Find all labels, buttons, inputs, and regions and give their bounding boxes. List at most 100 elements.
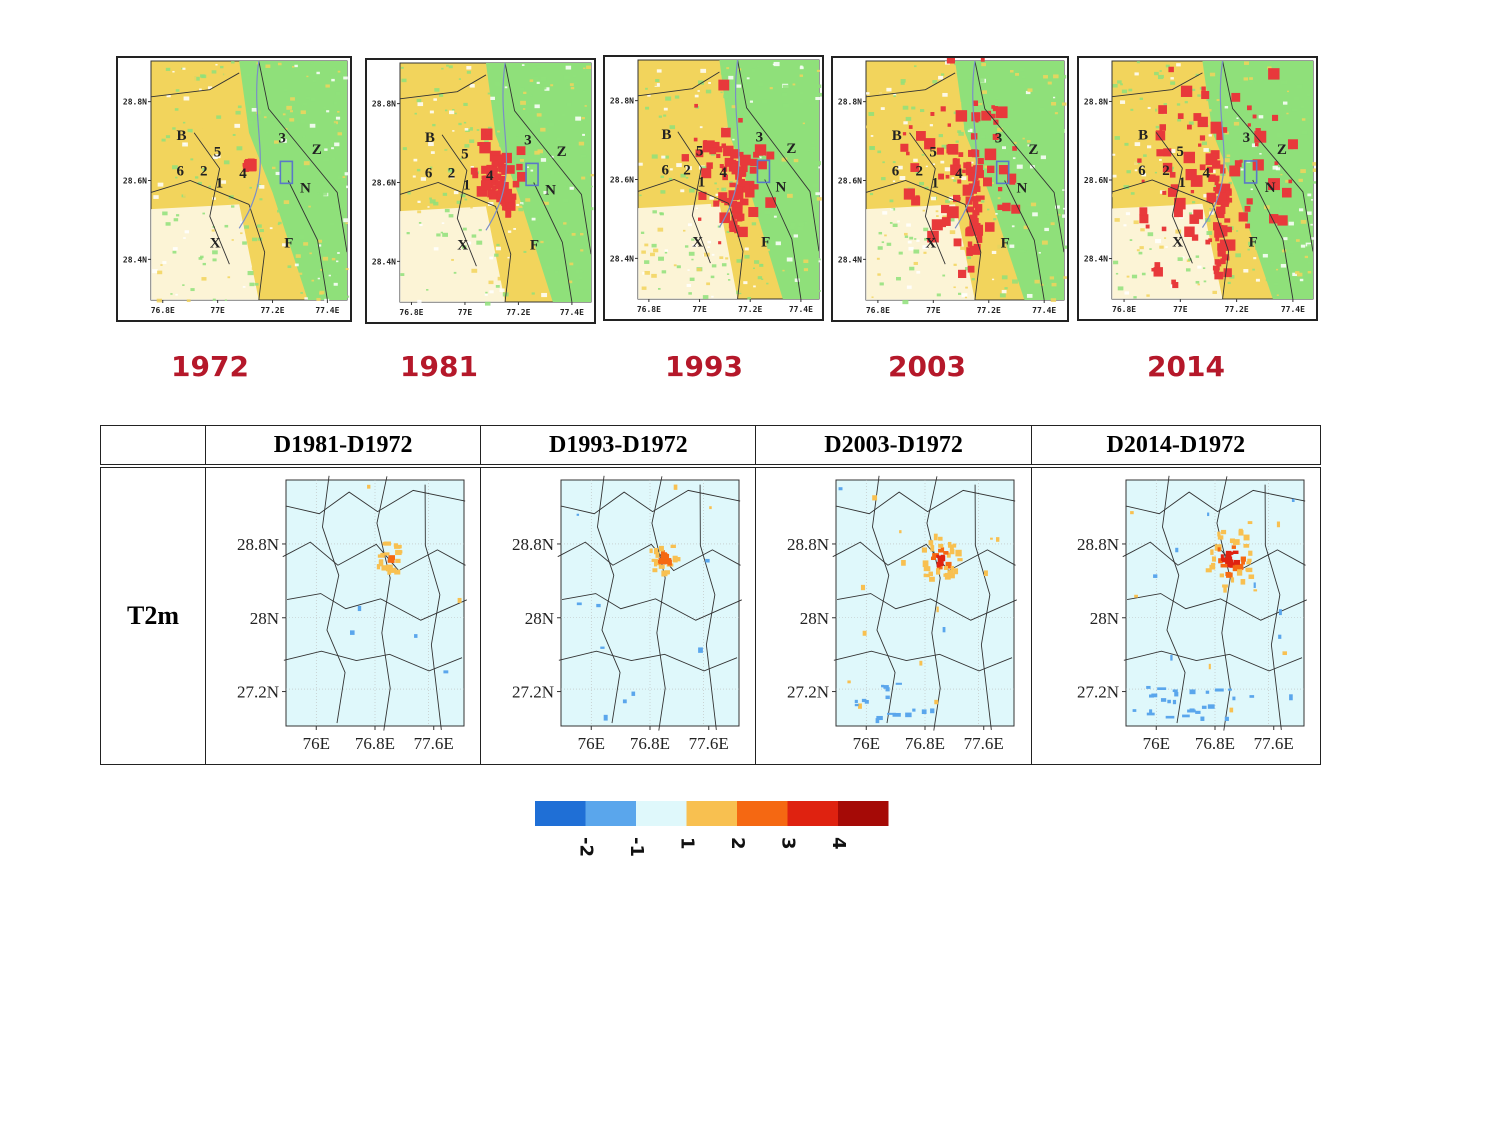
diff-map-cell: 28.8N 28N 27.2N 76E 76.8E 77.6E [1030, 465, 1322, 765]
barren-zone [1112, 203, 1223, 299]
x-tick-label: 77.6E [1253, 734, 1293, 753]
map-region-label: 1 [1178, 175, 1186, 191]
map-region-label: 4 [486, 168, 494, 184]
x-tick-label: 76.8E [399, 308, 423, 317]
y-tick-label: 28.6N [610, 176, 634, 185]
map-region-label: 3 [995, 130, 1003, 146]
colorbar-swatch [686, 801, 737, 826]
diff-map-cell: 28.8N 28N 27.2N 76E 76.8E 77.6E [755, 465, 1032, 765]
x-tick-label: 77.4E [1032, 306, 1056, 315]
y-tick-label: 27.2N [512, 683, 554, 702]
x-tick-label: 76E [303, 734, 330, 753]
x-tick-label: 77E [692, 305, 707, 314]
map-region-label: Z [1277, 142, 1287, 158]
map-region-label: N [1016, 180, 1027, 196]
x-tick-label: 77.6E [964, 734, 1004, 753]
colorbar-label: 1 [677, 837, 698, 850]
colorbar-swatch [838, 801, 889, 826]
y-tick-label: 28.4N [1084, 255, 1108, 264]
map-region-label: 6 [176, 164, 184, 180]
map-region-label: 4 [955, 166, 963, 182]
x-tick-label: 76E [1142, 734, 1169, 753]
x-tick-label: 77.2E [506, 308, 530, 317]
y-tick-label: 28.8N [1077, 535, 1119, 554]
map-region-label: 6 [1138, 163, 1146, 179]
y-tick-label: 28.6N [372, 179, 396, 188]
x-tick-label: 77.2E [1225, 305, 1249, 314]
year-label-2003: 2003 [888, 350, 966, 383]
map-region-label: N [1265, 180, 1276, 196]
map-region-label: Z [312, 142, 322, 158]
map-region-label: Z [557, 144, 567, 160]
year-label-1993: 1993 [665, 350, 743, 383]
map-region-label: 4 [239, 166, 247, 182]
study-box [1243, 160, 1258, 184]
map-region-label: F [284, 235, 293, 251]
map-region-label: F [530, 237, 539, 253]
landuse-map-1993: B 3 Z 5 6 2 4 1 N X F 28.8N 28.6N 28.4N 76.8E 77E 77.2E 7… [603, 55, 824, 321]
colorbar-label: -2 [576, 837, 597, 857]
y-tick-label: 27.2N [1077, 683, 1119, 702]
y-tick-label: 28.8N [237, 535, 279, 554]
x-tick-label: 77.6E [689, 734, 729, 753]
x-tick-label: 77E [210, 306, 225, 315]
barren-zone [151, 204, 259, 300]
x-tick-label: 77.2E [977, 306, 1001, 315]
x-tick-label: 77.4E [315, 306, 339, 315]
y-tick-label: 28.4N [123, 255, 147, 264]
map-region-label: X [925, 235, 936, 251]
map-region-label: 3 [524, 132, 532, 148]
map-region-label: 5 [214, 145, 222, 161]
y-tick-label: 28.6N [1084, 176, 1108, 185]
t2m-difference-table: D1981-D1972 D1993-D1972 D2003-D1972 D201… [100, 425, 1322, 765]
year-label-2014: 2014 [1147, 350, 1225, 383]
colorbar-label: 3 [778, 837, 799, 850]
map-region-label: 2 [200, 164, 208, 180]
map-region-label: B [662, 127, 672, 143]
x-tick-label: 76.8E [1195, 734, 1235, 753]
x-tick-label: 77.6E [414, 734, 454, 753]
y-tick-label: 27.2N [237, 683, 279, 702]
river [238, 60, 261, 229]
map-region-label: 5 [696, 144, 704, 160]
x-tick-label: 76.8E [905, 734, 945, 753]
diff-map-cell: 28.8N 28N 27.2N 76E 76.8E 77.6E [480, 465, 757, 765]
map-region-label: B [1138, 128, 1148, 144]
map-region-label: F [761, 234, 770, 250]
study-box [525, 162, 539, 187]
colorbar-swatch [787, 801, 838, 826]
landuse-map-1972: B 3 Z 5 6 2 4 1 N X F 28.8N 28.6N 28.4N 76.8E 77E 77.2E 7… [116, 56, 352, 322]
river [485, 62, 508, 231]
y-tick-label: 28.4N [838, 255, 862, 264]
map-region-label: 6 [892, 164, 900, 180]
map-region-label: X [210, 235, 221, 251]
map-region-label: Z [786, 141, 796, 157]
x-tick-label: 77E [926, 306, 941, 315]
column-header: D1981-D1972 [204, 425, 482, 468]
landuse-map-1981: B 3 Z 5 6 2 4 1 N X F 28.8N 28.6N 28.4N 76.8E 77E 77.2E 7… [365, 58, 596, 324]
x-tick-label: 77.4E [789, 305, 813, 314]
river [718, 59, 740, 228]
y-tick-label: 28N [250, 609, 279, 628]
map-region-label: N [545, 182, 556, 198]
colorbar-swatch [737, 801, 788, 826]
x-tick-label: 76.8E [866, 306, 890, 315]
colorbar-swatch [585, 801, 636, 826]
x-tick-label: 76.8E [1112, 305, 1136, 314]
y-tick-label: 28.8N [1084, 97, 1108, 106]
x-tick-label: 77.4E [560, 308, 584, 317]
map-region-label: B [425, 130, 435, 146]
x-tick-label: 77E [458, 308, 473, 317]
map-region-label: B [892, 128, 902, 144]
row-label: T2m [100, 465, 206, 765]
map-region-label: N [300, 180, 311, 196]
map-region-label: 3 [278, 130, 286, 146]
x-tick-label: 76E [853, 734, 880, 753]
map-region-label: Z [1028, 142, 1038, 158]
river [954, 60, 978, 229]
colorbar-swatch [636, 801, 687, 826]
map-region-label: B [176, 128, 186, 144]
colorbar-swatch [535, 801, 586, 826]
colorbar: -2 -1 1 2 3 4 [535, 801, 889, 857]
map-region-label: 1 [931, 176, 939, 192]
